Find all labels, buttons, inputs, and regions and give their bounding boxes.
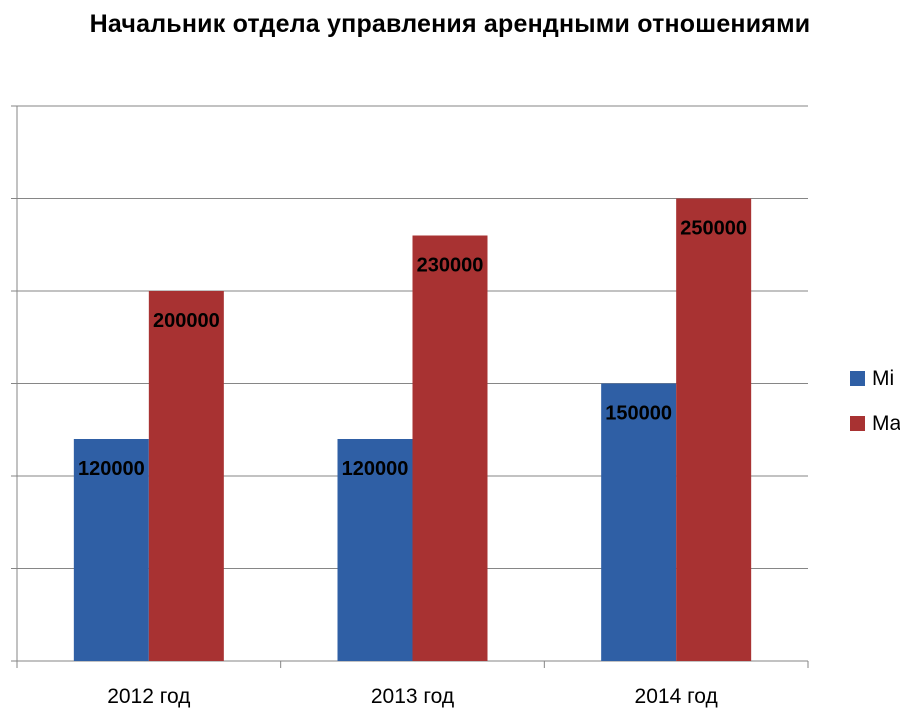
data-label: 120000 xyxy=(342,458,409,480)
x-tick-label: 2013 год xyxy=(371,685,454,708)
data-label: 250000 xyxy=(680,218,747,240)
data-label: 200000 xyxy=(153,310,220,332)
legend-swatch xyxy=(850,371,865,386)
bar xyxy=(337,439,413,661)
bar xyxy=(148,291,224,661)
bar xyxy=(601,383,677,661)
x-tick-label: 2014 год xyxy=(635,685,718,708)
data-labels: 120000 200000 120000 230000 150000 250000 xyxy=(78,218,747,481)
bar xyxy=(73,439,149,661)
x-tick-label: 2012 год xyxy=(107,685,190,708)
chart-title: Начальник отдела управления арендными от… xyxy=(89,10,811,38)
bar xyxy=(676,198,752,661)
data-label: 120000 xyxy=(78,458,145,480)
legend-swatch xyxy=(850,416,865,431)
legend: Mi Ma xyxy=(850,367,900,435)
bar xyxy=(412,235,488,661)
data-label: 230000 xyxy=(417,255,484,277)
data-label: 150000 xyxy=(605,403,672,425)
legend-label: Mi xyxy=(872,367,894,390)
bars xyxy=(73,198,752,661)
legend-label: Ma xyxy=(872,412,900,435)
x-tick-labels: 2012 год 2013 год 2014 год xyxy=(107,685,718,708)
